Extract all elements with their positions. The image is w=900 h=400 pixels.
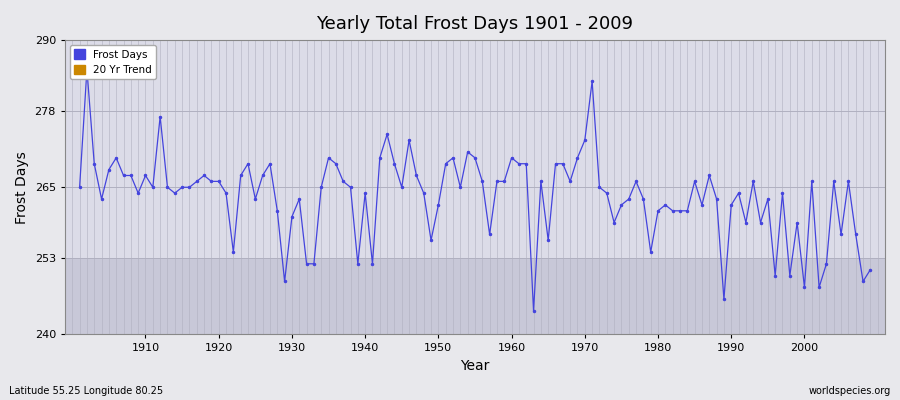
Y-axis label: Frost Days: Frost Days xyxy=(15,151,29,224)
Bar xyxy=(65,40,885,258)
Title: Yearly Total Frost Days 1901 - 2009: Yearly Total Frost Days 1901 - 2009 xyxy=(317,15,634,33)
X-axis label: Year: Year xyxy=(460,359,490,373)
Text: worldspecies.org: worldspecies.org xyxy=(809,386,891,396)
Text: Latitude 55.25 Longitude 80.25: Latitude 55.25 Longitude 80.25 xyxy=(9,386,163,396)
Legend: Frost Days, 20 Yr Trend: Frost Days, 20 Yr Trend xyxy=(70,45,156,79)
Bar xyxy=(65,258,885,334)
